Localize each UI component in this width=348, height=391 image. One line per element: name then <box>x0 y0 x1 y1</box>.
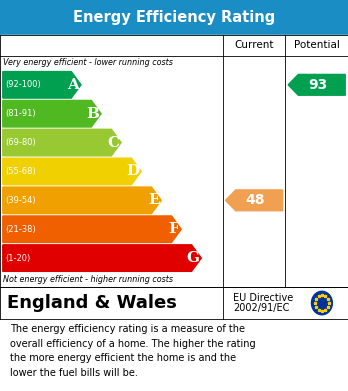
Text: England & Wales: England & Wales <box>7 294 177 312</box>
Polygon shape <box>3 187 161 213</box>
Polygon shape <box>3 129 121 156</box>
Polygon shape <box>3 216 181 242</box>
Text: Current: Current <box>234 40 274 50</box>
Text: EU Directive: EU Directive <box>233 293 293 303</box>
Text: Very energy efficient - lower running costs: Very energy efficient - lower running co… <box>3 58 173 68</box>
Text: C: C <box>107 136 119 150</box>
Text: The energy efficiency rating is a measure of the
overall efficiency of a home. T: The energy efficiency rating is a measur… <box>10 324 256 378</box>
Text: (39-54): (39-54) <box>6 196 36 205</box>
Text: G: G <box>187 251 199 265</box>
Polygon shape <box>3 158 141 185</box>
Text: Energy Efficiency Rating: Energy Efficiency Rating <box>73 10 275 25</box>
Text: (21-38): (21-38) <box>6 225 36 234</box>
Text: (69-80): (69-80) <box>6 138 36 147</box>
Text: 93: 93 <box>309 78 328 92</box>
Text: (1-20): (1-20) <box>6 254 31 263</box>
Polygon shape <box>3 72 81 98</box>
Bar <box>0 0 348 35</box>
Text: (92-100): (92-100) <box>6 80 41 89</box>
Bar <box>0 35 348 287</box>
Polygon shape <box>226 190 283 211</box>
Text: Not energy efficient - higher running costs: Not energy efficient - higher running co… <box>3 275 174 285</box>
Polygon shape <box>288 74 345 95</box>
Text: D: D <box>126 165 140 178</box>
Polygon shape <box>3 245 201 271</box>
Text: B: B <box>86 107 99 121</box>
Text: (55-68): (55-68) <box>6 167 36 176</box>
Text: A: A <box>68 78 79 92</box>
Bar <box>0 287 348 319</box>
Circle shape <box>311 291 332 315</box>
Polygon shape <box>3 100 101 127</box>
Text: F: F <box>169 222 180 236</box>
Text: 48: 48 <box>246 193 265 207</box>
Text: 2002/91/EC: 2002/91/EC <box>233 303 290 313</box>
Text: (81-91): (81-91) <box>6 109 36 118</box>
Text: Potential: Potential <box>294 40 340 50</box>
Text: E: E <box>148 193 159 207</box>
